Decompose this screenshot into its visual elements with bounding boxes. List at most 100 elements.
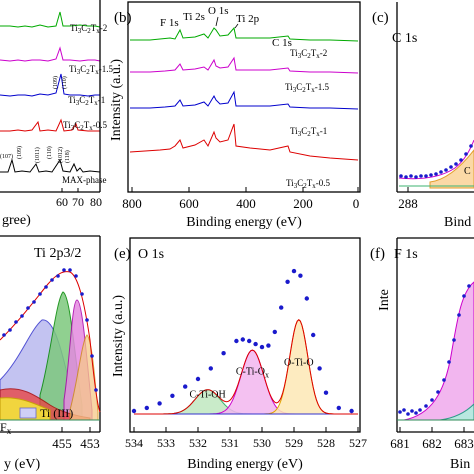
o1s-data-point [131, 408, 137, 414]
panel-a-xtick-60: 60 [56, 195, 68, 209]
panel-d-dot [44, 285, 48, 289]
panel-f-xtick-683: 683 [454, 436, 474, 451]
o1s-data-point [285, 279, 290, 284]
o1s-xtick-label: 531 [221, 436, 239, 450]
o1s-component-label-o-ti-o: O-Ti-O [284, 357, 314, 368]
o1s-data-point [247, 338, 252, 344]
panel-d-dot [32, 300, 36, 304]
o1s-xtick-label: 534 [125, 436, 143, 450]
panel-f-component-minor [439, 403, 474, 421]
panel-f-dot [418, 408, 422, 412]
survey-peak-ti2s: Ti 2s [183, 11, 205, 23]
panel-d-dot [90, 354, 94, 358]
xrd-trace-ti3c2tx-2 [0, 11, 101, 28]
panel-c-dot [424, 174, 428, 178]
panel-b-xticks: 800 600 400 200 0 [122, 187, 359, 211]
panel-c-dot [414, 175, 418, 179]
panel-e-plot: C-Ti-OH C-Ti-Ox O-Ti-O [131, 268, 358, 415]
panel-b-xlabel: Binding energy (eV) [186, 215, 302, 230]
panel-c-xlabel: Bind [444, 215, 471, 230]
survey-trace-ti3c2tx-1 [130, 90, 359, 110]
o1s-xtick-label: 527 [349, 436, 367, 450]
peak-index-107: (107) [0, 153, 13, 160]
xrd-trace-max-phase [0, 158, 101, 173]
panel-b: (b) F 1s Ti 2s O 1s Ti 2p C 1s Ti3C2Tx-2… [109, 1, 361, 230]
panel-c-dot [469, 144, 473, 148]
panel-f-label: (f) [370, 246, 385, 262]
survey-trace-ti3c2tx-2 [130, 26, 359, 42]
panel-d-fx-sub: x [7, 426, 12, 436]
panel-c-component-label: C [464, 166, 471, 177]
panel-c-dots [399, 144, 473, 179]
panel-b-xtick-400: 400 [236, 196, 256, 211]
panel-f-xtick-681: 681 [390, 436, 410, 451]
panel-e-title: O 1s [138, 247, 164, 262]
panel-d-dot [14, 320, 18, 324]
panel-d-legend-ti3: Ti (III) [40, 406, 73, 420]
o1s-xtick-label: 530 [253, 436, 271, 450]
panel-c-dot [449, 165, 453, 169]
o1s-component-label-c-ti-oh: C-Ti-OH [189, 389, 225, 400]
panel-d-dot [68, 268, 72, 272]
panel-e-label: (e) [114, 246, 131, 262]
panel-d-dot [26, 306, 30, 310]
o1s-data-point [240, 337, 245, 342]
panel-f-dot [436, 390, 440, 394]
panel-c-component-fill [429, 149, 474, 189]
panel-f-ylabel: Inte [377, 289, 392, 311]
panel-d-dot [20, 314, 24, 318]
panel-f-dot [452, 338, 456, 342]
panel-c: (c) C 1s C 288 Bind [372, 2, 474, 230]
panel-f-dot [402, 408, 406, 412]
panel-b-frame [127, 1, 361, 193]
panel-f-dot [430, 398, 434, 402]
peak-index-118: (118) [64, 150, 71, 163]
panel-d-xlabel: y (eV) [4, 457, 40, 472]
panel-b-xtick-0: 0 [353, 196, 360, 211]
peak-index-109b: (109) [16, 146, 23, 159]
o1s-xtick-label: 528 [317, 436, 335, 450]
panel-c-dot [464, 152, 468, 156]
panel-d-xtick-455: 455 [52, 436, 72, 451]
panel-d-legend-fx: Fx [0, 420, 12, 436]
survey-peak-ti2p: Ti 2p [236, 13, 260, 25]
panel-a-xtick-70: 70 [72, 195, 84, 209]
o1s-data-point [317, 366, 322, 371]
panel-f-dot [442, 378, 446, 382]
panel-e-xlabel: Binding energy (eV) [187, 457, 303, 472]
panel-d-title: Ti 2p3/2 [34, 246, 81, 261]
o1s-data-point [195, 376, 201, 382]
panel-f-xtick-682: 682 [422, 436, 442, 451]
panel-d-envelope [0, 271, 101, 413]
panel-f-xlabel: Bin [450, 457, 470, 472]
o1s-xtick-label: 529 [285, 436, 303, 450]
o1s-xtick-label: 533 [157, 436, 175, 450]
panel-c-dot [429, 173, 433, 177]
panel-d-dot [8, 328, 12, 332]
panel-f-dot [410, 409, 414, 413]
panel-b-series-label-2: Ti3C2Tx-2 [290, 48, 327, 60]
panel-a-series-label-max: MAX-phase [62, 175, 107, 185]
o1s-data-point [253, 341, 258, 347]
panel-b-label: (b) [114, 10, 132, 26]
panel-f-dot [462, 294, 466, 298]
xrd-trace-ti3c2tx-1 [0, 73, 100, 97]
panel-c-dot [454, 162, 458, 166]
panel-f-dot [467, 284, 471, 288]
panel-d-dot [74, 274, 78, 278]
peak-index-109a: (109) [52, 76, 59, 89]
panel-c-dot [444, 168, 448, 172]
panel-d: Ti 2p3/2 Ti (III) Fx 455 453 y (eV) [0, 235, 101, 472]
o1s-data-point [183, 384, 188, 389]
panel-d-fx-main: F [0, 420, 7, 434]
o1s-data-point [336, 405, 341, 411]
peak-index-110a: (110) [61, 76, 68, 89]
o1s-data-point [234, 338, 239, 344]
o1s-data-point [259, 344, 265, 350]
panel-b-xtick-600: 600 [179, 196, 199, 211]
o1s-data-point [272, 329, 277, 335]
o1s-data-point [144, 405, 149, 411]
o1s-data-point [304, 296, 309, 301]
xrd-trace-ti3c2tx-0.5 [0, 118, 100, 132]
